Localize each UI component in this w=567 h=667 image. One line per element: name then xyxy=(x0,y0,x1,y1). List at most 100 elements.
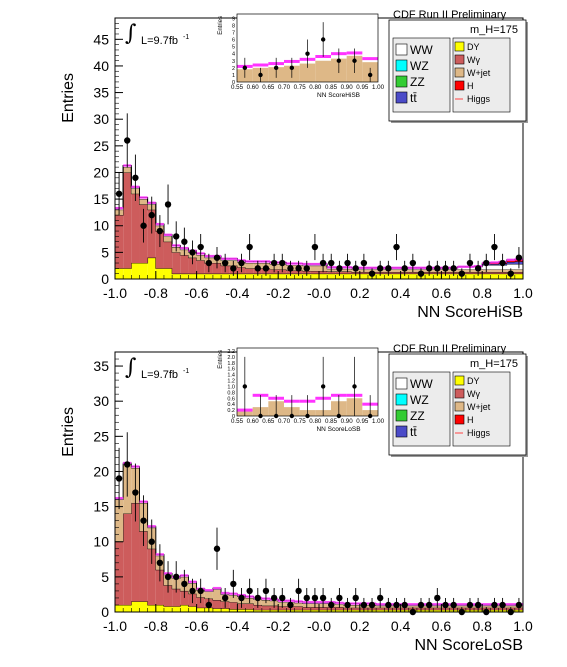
inset-y-tick-label: 2.2 xyxy=(227,349,235,355)
bar xyxy=(506,603,515,606)
inset-x-tick-label: 0.95 xyxy=(356,84,369,91)
bar xyxy=(245,609,254,612)
data-point xyxy=(189,587,196,595)
bar xyxy=(310,609,319,612)
bar xyxy=(482,272,491,274)
bar xyxy=(172,588,181,607)
data-point xyxy=(385,265,392,272)
legend-label: Wγ xyxy=(467,55,480,65)
inset-x-tick-label: 0.90 xyxy=(341,418,354,425)
data-point xyxy=(270,594,278,602)
data-point xyxy=(270,259,278,267)
legend-swatch xyxy=(454,388,465,399)
data-point xyxy=(336,594,343,602)
inset-x-tick-label: 0.85 xyxy=(325,418,338,425)
inset-x-tick-label: 0.65 xyxy=(262,84,275,91)
y-tick-label: 0 xyxy=(101,271,109,287)
bar xyxy=(465,273,475,279)
data-point xyxy=(474,265,482,272)
bar xyxy=(196,607,205,612)
x-tick-label: -1.0 xyxy=(103,285,127,301)
data-point xyxy=(319,259,327,267)
bar xyxy=(498,273,507,279)
data-point xyxy=(238,259,245,267)
y-axis-title: Entries xyxy=(60,407,77,457)
series-data xyxy=(115,113,523,279)
bar xyxy=(261,609,271,612)
legend-swatch xyxy=(454,375,465,386)
legend-label: tt̄ xyxy=(410,425,417,439)
data-point xyxy=(499,259,506,267)
data-point xyxy=(213,545,221,552)
inset-data-point xyxy=(352,384,357,389)
bar xyxy=(147,604,156,612)
bar xyxy=(294,602,303,607)
bar xyxy=(490,264,499,266)
legend-swatch xyxy=(454,80,465,91)
inset-y-tick-label: 1.8 xyxy=(227,361,235,367)
data-point xyxy=(246,587,253,595)
x-tick-label: 0.2 xyxy=(350,618,370,634)
inset-data-point xyxy=(305,51,310,56)
bar xyxy=(123,604,132,612)
inset-y-tick-label: 0.8 xyxy=(227,390,235,396)
bar xyxy=(163,606,173,612)
bar xyxy=(457,265,466,268)
legend-label: tt̄ xyxy=(410,91,417,105)
bar xyxy=(514,269,523,273)
legend-label: WW xyxy=(410,43,433,57)
lumi-label: L=9.7fb xyxy=(141,35,178,47)
bar xyxy=(392,269,401,273)
bar xyxy=(490,269,499,273)
bar xyxy=(253,273,262,279)
data-point xyxy=(311,243,319,251)
bar xyxy=(335,607,344,610)
bar xyxy=(449,273,458,279)
bar xyxy=(212,608,222,612)
bar xyxy=(351,607,360,610)
legend-swatch xyxy=(395,91,408,104)
inset-y-tick-label: 1.2 xyxy=(227,379,235,385)
lumi-exponent: -1 xyxy=(183,368,189,375)
data-point xyxy=(344,259,351,267)
x-tick-label: -0.8 xyxy=(144,285,168,301)
x-tick-label: -0.0 xyxy=(307,285,331,301)
inset-data-point xyxy=(242,65,248,71)
data-point xyxy=(393,243,400,251)
inset-x-tick-label: 0.75 xyxy=(294,418,307,425)
legend-swatch xyxy=(395,409,408,422)
y-tick-label: 20 xyxy=(93,164,109,180)
data-point xyxy=(181,580,188,588)
x-tick-label: 1.0 xyxy=(513,618,533,634)
x-tick-label: -1.0 xyxy=(103,618,127,634)
x-tick-label: -0.6 xyxy=(185,285,209,301)
legend-swatch xyxy=(395,43,408,56)
inset-x-tick-label: 0.60 xyxy=(247,84,260,91)
bar xyxy=(392,266,401,270)
bar xyxy=(351,609,360,612)
data-point xyxy=(115,475,123,482)
legend-swatch xyxy=(454,414,465,425)
data-point xyxy=(140,517,147,524)
bar xyxy=(433,607,442,610)
inset-y-tick-label: 0.2 xyxy=(227,408,235,414)
bar xyxy=(163,585,173,607)
bar xyxy=(506,605,515,608)
inset-data-point xyxy=(258,72,263,78)
inset-data-point xyxy=(289,65,295,71)
bar xyxy=(335,609,344,612)
bar xyxy=(123,268,132,279)
inset-y-tick-label: 3 xyxy=(232,59,235,65)
data-point xyxy=(483,259,490,267)
data-point xyxy=(205,601,213,609)
bar xyxy=(408,605,417,608)
data-point xyxy=(132,489,139,496)
bar xyxy=(229,257,238,260)
inset-x-tick-label: 0.70 xyxy=(278,84,291,91)
bar xyxy=(490,272,499,274)
bar xyxy=(310,273,319,279)
legend-swatch xyxy=(454,54,465,65)
bar xyxy=(155,604,164,612)
bar xyxy=(457,266,466,270)
bar xyxy=(367,266,377,270)
